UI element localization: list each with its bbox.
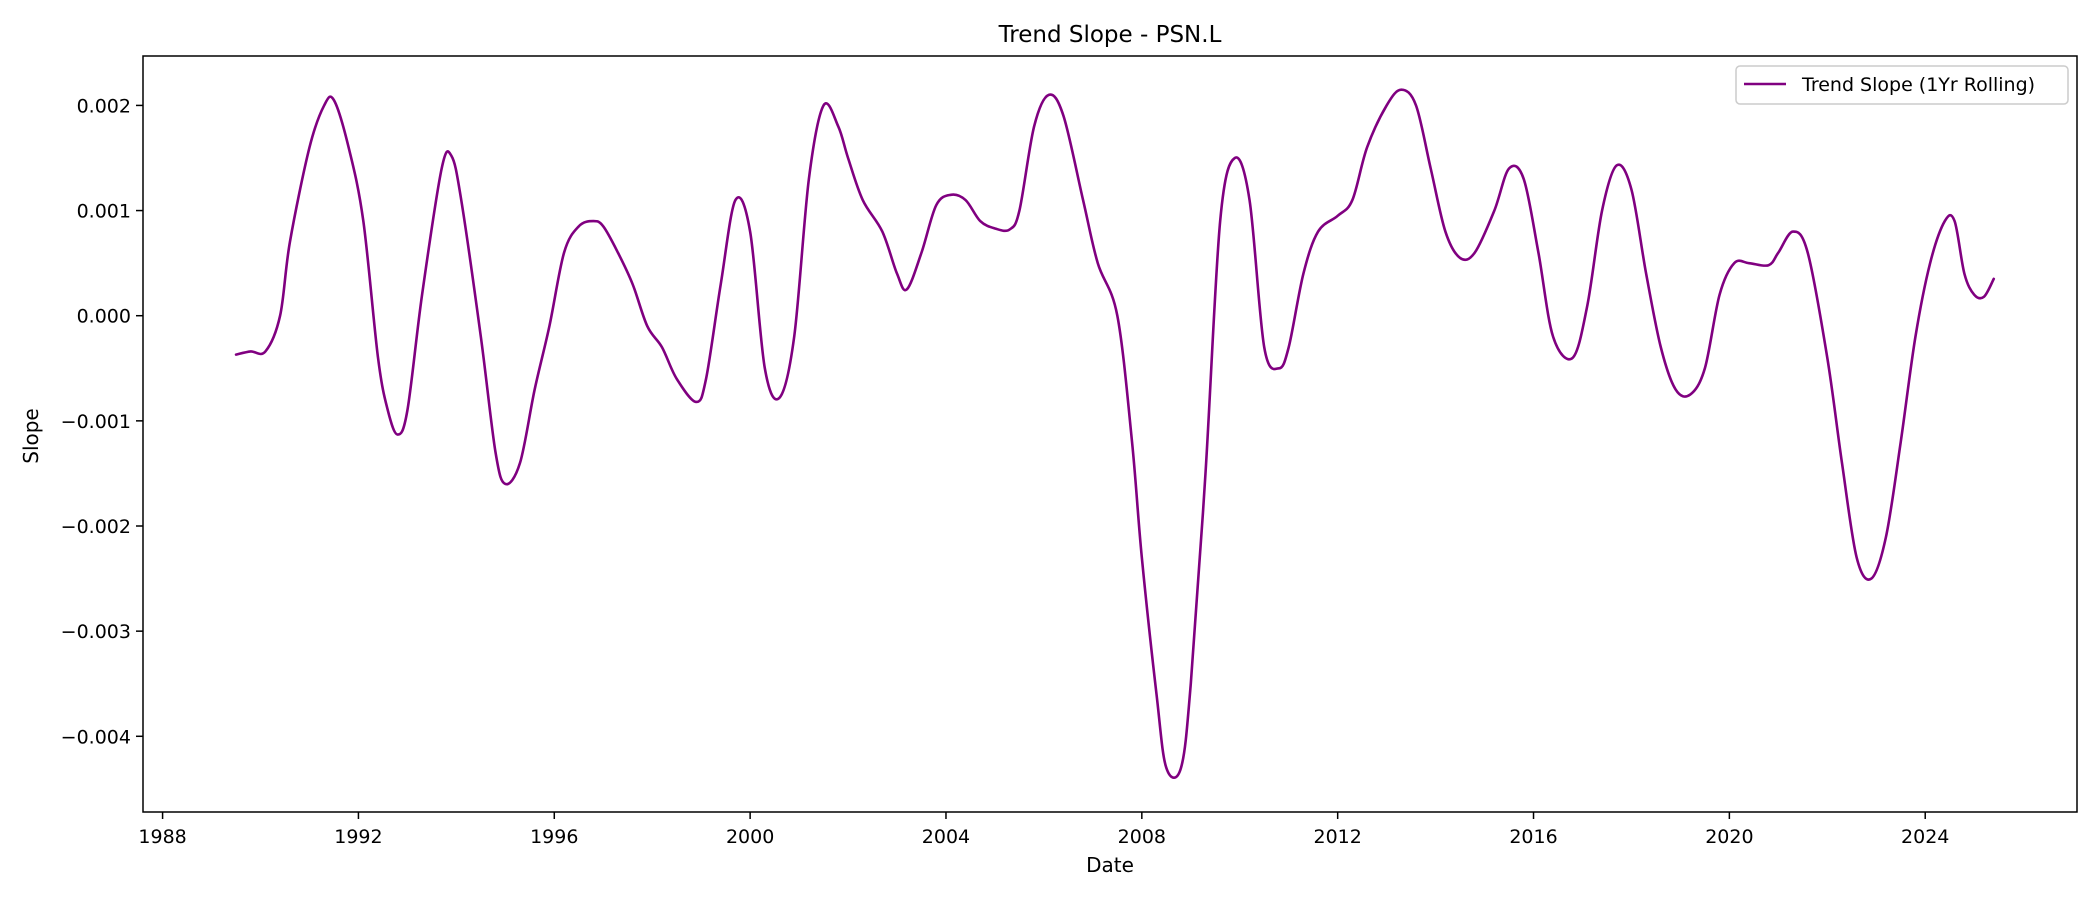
legend: Trend Slope (1Yr Rolling) — [1735, 65, 2069, 105]
plot-area — [142, 55, 2078, 813]
y-tick-label: 0.000 — [77, 306, 131, 328]
x-tick-label: 2004 — [922, 826, 970, 848]
y-tick-label: 0.002 — [77, 95, 131, 117]
series-line-trend-slope — [234, 88, 1996, 779]
x-tick-label: 2020 — [1705, 826, 1753, 848]
x-axis-label: Date — [1086, 853, 1134, 877]
y-tick-label: −0.004 — [61, 726, 131, 748]
x-tick-label: 2008 — [1118, 826, 1166, 848]
x-axis: 1988 1992 1996 2000 2004 2008 2012 2016 2020 2024 — [138, 812, 1949, 848]
x-tick-label: 2000 — [726, 826, 774, 848]
x-tick-label: 2024 — [1901, 826, 1949, 848]
x-tick-label: 2016 — [1509, 826, 1557, 848]
legend-frame — [1735, 65, 2069, 105]
y-tick-label: −0.002 — [61, 516, 131, 538]
y-axis-label: Slope — [19, 408, 43, 464]
y-tick-label: −0.003 — [61, 621, 131, 643]
plot-frame — [142, 55, 2078, 813]
legend-label: Trend Slope (1Yr Rolling) — [1801, 74, 2035, 96]
y-tick-label: 0.001 — [77, 201, 131, 223]
y-tick-label: −0.001 — [61, 411, 131, 433]
x-tick-label: 1996 — [530, 826, 578, 848]
chart-title: Trend Slope - PSN.L — [998, 22, 1222, 48]
y-axis: 0.002 0.001 0.000 −0.001 −0.002 −0.003 −0.004 — [61, 95, 143, 748]
x-tick-label: 2012 — [1313, 826, 1361, 848]
x-tick-label: 1988 — [138, 826, 186, 848]
x-tick-label: 1992 — [334, 826, 382, 848]
